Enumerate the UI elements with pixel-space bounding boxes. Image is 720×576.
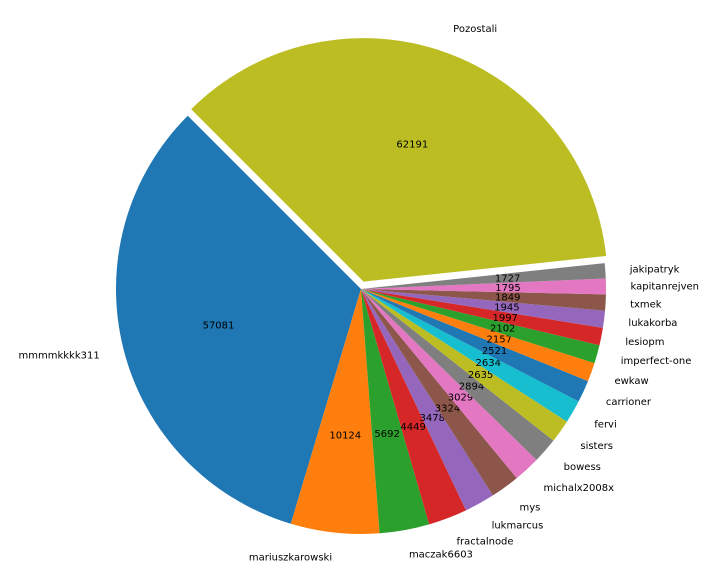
value-label-lesiopm: 1997: [492, 313, 517, 324]
category-label-michalx2008x: michalx2008x: [543, 483, 614, 494]
category-label-imperfect-one: imperfect-one: [621, 356, 692, 367]
category-label-mmmmkkkk311: mmmmkkkk311: [18, 351, 99, 362]
pie-slice-fractalnode: [361, 289, 466, 525]
pie-slice-michalx2008x: [361, 289, 537, 479]
category-label-carrioner: carrioner: [606, 397, 652, 408]
category-label-ewkaw: ewkaw: [614, 376, 648, 387]
pie-slice-lesiopm: [361, 289, 603, 346]
value-label-bowess: 2894: [459, 381, 484, 392]
value-label-fractalnode: 4449: [400, 422, 425, 433]
category-label-lukmarcus: lukmarcus: [492, 520, 544, 531]
value-label-fervi: 2634: [476, 358, 501, 369]
category-label-pozostali: Pozostali: [453, 24, 497, 35]
category-label-txmek: txmek: [630, 299, 662, 310]
pie-slice-pozostali: [189, 36, 608, 284]
value-label-pozostali: 62191: [396, 139, 428, 150]
category-label-kapitanrejven: kapitanrejven: [630, 282, 699, 293]
value-label-mys: 3324: [435, 403, 460, 414]
category-label-mys: mys: [520, 502, 541, 513]
pie-slice-ewkaw: [361, 289, 595, 382]
value-label-lukakorba: 1945: [494, 303, 519, 314]
category-label-sisters: sisters: [580, 441, 613, 452]
value-label-jakipatryk: 1727: [495, 274, 520, 285]
pie-slice-carrioner: [361, 289, 589, 402]
pie-slice-kapitanrejven: [361, 278, 606, 295]
pie-slice-sisters: [361, 289, 567, 441]
pie-slice-mariuszkarowski: [290, 289, 380, 534]
pie-slice-lukakorba: [361, 289, 606, 328]
category-label-jakipatryk: jakipatryk: [629, 264, 680, 275]
category-label-mariuszkarowski: mariuszkarowski: [249, 552, 332, 563]
value-label-mmmmkkkk311: 57081: [203, 321, 235, 332]
value-label-mariuszkarowski: 10124: [329, 431, 361, 442]
value-label-txmek: 1849: [495, 293, 520, 304]
category-label-lukakorba: lukakorba: [628, 318, 677, 329]
pie-slice-jakipatryk: [361, 263, 606, 289]
value-label-kapitanrejven: 1795: [495, 283, 520, 294]
pie-slice-imperfect-one: [361, 289, 600, 364]
category-label-fervi: fervi: [594, 419, 616, 430]
pie-slice-mmmmkkkk311: [116, 115, 362, 524]
value-label-lukmarcus: 3478: [419, 413, 444, 424]
value-label-michalx2008x: 3029: [448, 393, 473, 404]
value-label-imperfect-one: 2102: [490, 324, 515, 335]
pie-slice-fervi: [361, 289, 579, 422]
value-label-ewkaw: 2157: [487, 334, 512, 345]
pie-slice-mys: [361, 289, 517, 496]
pie-slice-lukmarcus: [361, 289, 493, 511]
category-label-lesiopm: lesiopm: [625, 337, 664, 348]
pie-slice-bowess: [361, 289, 554, 460]
category-label-fractalnode: fractalnode: [457, 537, 514, 548]
value-label-sisters: 2635: [468, 370, 493, 381]
pie-slice-txmek: [361, 289, 606, 311]
category-label-maczak6603: maczak6603: [409, 550, 473, 561]
value-label-carrioner: 2521: [482, 346, 507, 357]
value-label-maczak6603: 5692: [374, 429, 399, 440]
category-label-bowess: bowess: [564, 462, 601, 473]
pie-slice-maczak6603: [361, 289, 430, 534]
